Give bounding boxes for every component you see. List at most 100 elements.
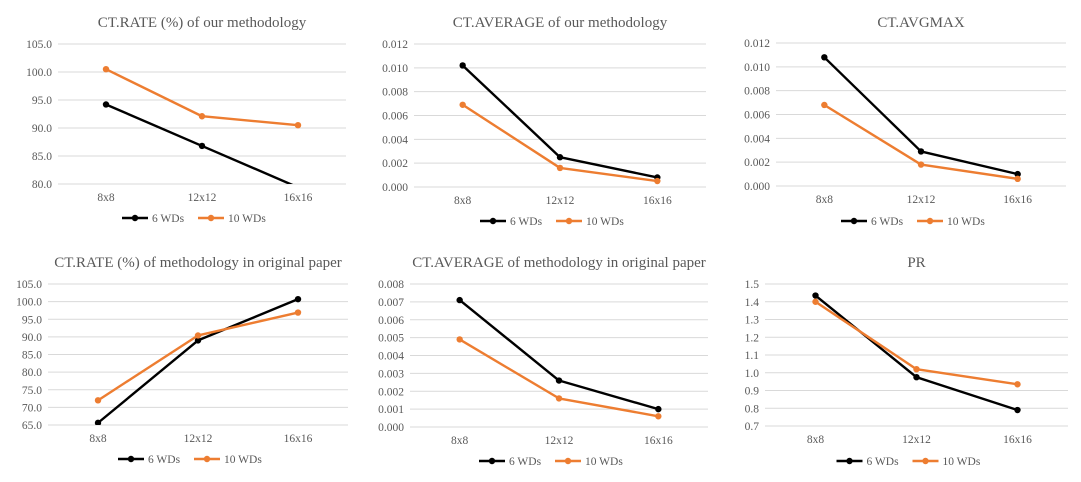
- x-tick-label: 12x12: [545, 435, 574, 447]
- legend-marker: [203, 455, 211, 463]
- chart-6: PR 0.7 0.8 0.9 1.0 1.1 1.2 1.3 1.4 1.5 8x8 12x12 16x…: [745, 255, 1068, 468]
- y-tick-label: 0.010: [382, 63, 408, 75]
- y-tick-label: 0.004: [378, 351, 404, 363]
- chart-title: CT.AVERAGE of our methodology: [453, 15, 668, 31]
- series-2: [821, 101, 1021, 183]
- data-point: [655, 413, 662, 420]
- legend: 6 WDs 10 WDs: [480, 216, 624, 228]
- x-tick-label: 8x8: [451, 435, 469, 447]
- legend-marker: [127, 455, 135, 463]
- y-tick-label: 0.006: [382, 111, 408, 123]
- data-point: [456, 336, 463, 343]
- series-line: [823, 56, 1018, 176]
- data-point: [198, 113, 206, 120]
- chart-3: CT.AVGMAX 0.000 0.002 0.004 0.006 0.008 0.010 0…: [744, 15, 1066, 228]
- series-1: [456, 296, 662, 413]
- series-2: [456, 336, 662, 420]
- y-tick-label: 105.0: [16, 279, 42, 291]
- data-point: [913, 373, 920, 381]
- data-point: [102, 66, 110, 73]
- legend: 6 WDs 10 WDs: [836, 456, 981, 468]
- data-point: [654, 177, 661, 185]
- x-tick-label: 8x8: [97, 192, 115, 204]
- x-tick-label: 8x8: [816, 194, 834, 206]
- data-point: [917, 148, 925, 155]
- legend-label: 10 WDs: [943, 456, 981, 468]
- x-tick-label: 8x8: [89, 433, 107, 445]
- series-2: [94, 309, 302, 404]
- data-point: [821, 101, 828, 109]
- chart-4: CT.RATE (%) of methodology in original p…: [16, 255, 348, 466]
- legend-marker: [489, 217, 497, 225]
- data-point: [198, 142, 206, 150]
- data-point: [1014, 170, 1021, 178]
- data-point: [459, 101, 466, 108]
- chart-title: CT.RATE (%) of methodology in original p…: [54, 255, 342, 271]
- data-point: [1014, 175, 1021, 183]
- x-tick-label: 8x8: [454, 195, 472, 207]
- series-line: [458, 299, 659, 411]
- legend-label: 10 WDs: [224, 454, 262, 466]
- y-tick-label: 0.010: [744, 62, 770, 74]
- y-tick-label: 0.008: [382, 87, 408, 99]
- data-point: [917, 161, 925, 168]
- legend-marker: [131, 214, 139, 222]
- y-tick-label: 1.5: [745, 279, 760, 291]
- legend: 6 WDs 10 WDs: [122, 213, 266, 225]
- y-tick-label: 0.004: [744, 133, 770, 145]
- y-tick-label: 1.3: [745, 315, 760, 327]
- y-tick-label: 0.8: [745, 403, 760, 415]
- y-tick-label: 0.000: [744, 181, 770, 193]
- data-point: [556, 154, 564, 161]
- series-1: [102, 101, 301, 190]
- legend-label: 6 WDs: [152, 213, 185, 225]
- data-point: [913, 366, 920, 373]
- legend-marker: [926, 217, 934, 225]
- y-tick-label: 65.0: [22, 420, 42, 432]
- y-tick-label: 80.0: [32, 179, 52, 191]
- x-tick-label: 16x16: [1003, 434, 1032, 446]
- legend-marker: [922, 457, 929, 465]
- legend-marker: [564, 457, 572, 465]
- series-2: [102, 66, 302, 129]
- y-tick-label: 0.012: [744, 38, 770, 50]
- data-point: [812, 292, 819, 299]
- y-tick-label: 70.0: [22, 402, 42, 414]
- y-tick-label: 100.0: [26, 67, 52, 79]
- legend-marker: [850, 217, 858, 225]
- chart-title: CT.AVGMAX: [877, 15, 965, 31]
- legend-marker: [207, 214, 215, 222]
- data-point: [94, 419, 102, 425]
- y-tick-label: 105.0: [26, 39, 52, 51]
- data-point: [556, 164, 564, 172]
- legend-marker: [846, 457, 853, 465]
- x-tick-label: 16x16: [1003, 194, 1032, 206]
- data-point: [194, 332, 202, 339]
- data-point: [655, 405, 662, 413]
- data-point: [294, 122, 302, 129]
- y-tick-label: 0.007: [378, 297, 404, 309]
- legend-marker: [488, 457, 496, 465]
- data-point: [812, 298, 819, 305]
- series-line: [814, 294, 1018, 412]
- y-tick-label: 85.0: [32, 151, 52, 163]
- y-tick-label: 85.0: [22, 350, 42, 362]
- y-tick-label: 0.002: [382, 158, 408, 170]
- y-tick-label: 1.1: [745, 350, 760, 362]
- y-tick-label: 0.005: [378, 333, 404, 345]
- y-tick-label: 0.006: [744, 110, 770, 122]
- legend-label: 10 WDs: [947, 216, 985, 228]
- x-tick-label: 16x16: [284, 192, 313, 204]
- data-point: [1014, 406, 1021, 414]
- series-line: [97, 311, 299, 402]
- y-tick-label: 95.0: [22, 314, 42, 326]
- y-tick-label: 1.0: [745, 368, 760, 380]
- data-point: [295, 184, 301, 190]
- legend: 6 WDs 10 WDs: [841, 216, 985, 228]
- y-tick-label: 0.7: [745, 421, 760, 433]
- y-tick-label: 80.0: [22, 367, 42, 379]
- legend: 6 WDs 10 WDs: [118, 454, 262, 466]
- y-tick-label: 0.001: [378, 404, 404, 416]
- x-tick-label: 16x16: [644, 435, 673, 447]
